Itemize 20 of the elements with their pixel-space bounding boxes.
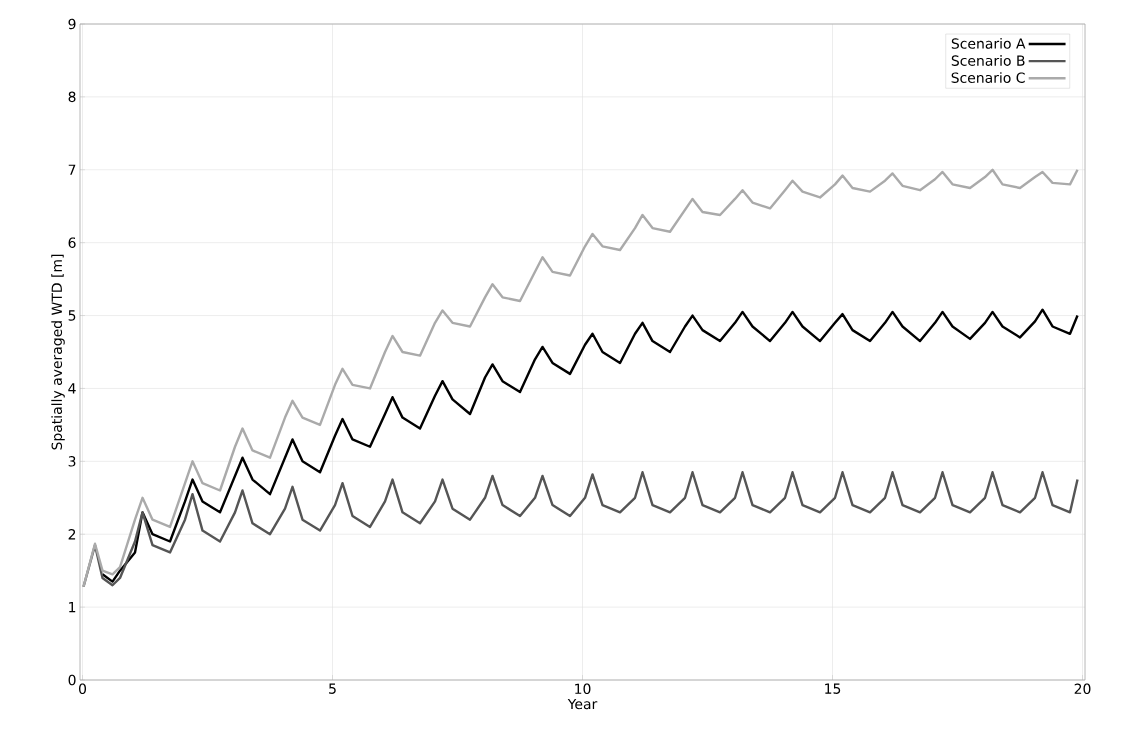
y-tick-label: 3 <box>68 456 76 467</box>
x-axis-title: Year <box>567 698 598 710</box>
y-tick-label: 6 <box>68 237 76 248</box>
y-tick-label: 4 <box>68 383 76 394</box>
y-tick-label: 0 <box>68 674 76 686</box>
y-tick-label: 5 <box>68 310 76 321</box>
legend-label: Scenario C <box>951 72 1025 83</box>
y-tick-label: 1 <box>69 602 76 613</box>
x-tick-label: 5 <box>329 683 336 694</box>
x-tick-label: 20 <box>1074 683 1091 695</box>
legend-label: Scenario A <box>951 38 1026 49</box>
y-tick-label: 2 <box>68 529 76 540</box>
y-tick-label: 9 <box>68 18 76 30</box>
y-tick-label: 7 <box>68 164 76 175</box>
x-tick-label: 0 <box>78 683 87 695</box>
legend-label: Scenario B <box>951 55 1025 66</box>
y-axis-title: Spatially averaged WTD [m] <box>51 254 65 450</box>
x-tick-label: 15 <box>825 683 841 694</box>
x-tick-label: 10 <box>575 683 591 695</box>
y-tick-label: 8 <box>68 91 76 103</box>
